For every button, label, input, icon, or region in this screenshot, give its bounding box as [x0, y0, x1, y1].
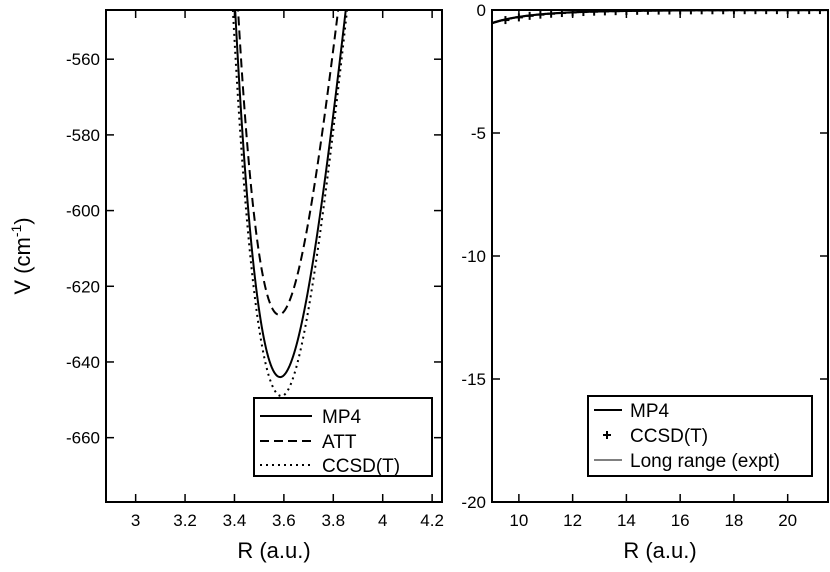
x-tick-label: 10	[509, 511, 528, 530]
y-tick-label: -15	[461, 370, 486, 389]
legend-ccsdt-r-marker	[603, 431, 611, 439]
curve-att	[237, 10, 340, 316]
x-tick-label: 3.8	[321, 511, 345, 530]
right-x-axis-label: R (a.u.)	[623, 538, 696, 563]
legend-mp4-label: MP4	[322, 407, 362, 428]
right-legend: MP4 CCSD(T) Long range (expt)	[587, 395, 813, 477]
x-tick-label: 3.6	[272, 511, 296, 530]
x-tick-label: 20	[778, 511, 797, 530]
right-legend-box	[587, 395, 813, 477]
curve-ccsdt	[231, 10, 349, 398]
ccsdt-marker	[525, 11, 534, 20]
y-tick-label: 0	[477, 1, 486, 20]
x-tick-label: 3.2	[173, 511, 197, 530]
left-legend-box	[253, 397, 433, 477]
curve-mp4	[234, 10, 347, 379]
left-y-axis-label: V (cm-1)	[8, 217, 35, 294]
y-label-close: )	[10, 217, 35, 224]
x-tick-label: 4.2	[420, 511, 444, 530]
ccsdt-marker	[611, 10, 620, 16]
y-label-main: V (cm	[10, 237, 35, 294]
y-tick-label: -10	[461, 247, 486, 266]
left-curves	[231, 10, 349, 398]
y-tick-label: -580	[66, 126, 100, 145]
y-tick-label: -640	[66, 353, 100, 372]
y-tick-label: -620	[66, 277, 100, 296]
x-tick-label: 14	[617, 511, 636, 530]
x-tick-label: 16	[671, 511, 690, 530]
ccsdt-marker	[547, 10, 556, 18]
y-tick-label: -660	[66, 429, 100, 448]
x-tick-label: 12	[563, 511, 582, 530]
x-tick-label: 3	[131, 511, 140, 530]
left-panel: 3 3.2 3.4 3.6 3.8 4 4.2 -660 -640 -620 -600 -580 -56…	[8, 9, 444, 563]
ccsdt-marker	[579, 10, 588, 17]
x-tick-label: 4	[378, 511, 387, 530]
ccsdt-markers	[501, 10, 824, 25]
x-tick-label: 3.4	[223, 511, 247, 530]
right-ticks: 10 12 14 16 18 20 -20 -15 -10 -5 0	[461, 1, 828, 530]
left-x-axis-label: R (a.u.)	[237, 538, 310, 563]
legend-ccsdt-label: CCSD(T)	[322, 456, 400, 477]
y-tick-label: -20	[461, 493, 486, 512]
right-plot-frame	[491, 9, 829, 503]
left-legend: MP4 ATT CCSD(T)	[253, 397, 433, 477]
left-ticks: 3 3.2 3.4 3.6 3.8 4 4.2 -660 -640 -620 -600 -580 -56…	[66, 10, 444, 530]
y-tick-label: -560	[66, 50, 100, 69]
legend-att-label: ATT	[322, 432, 357, 453]
legend-ccsdt-r-label: CCSD(T)	[630, 426, 708, 447]
ccsdt-marker	[536, 10, 545, 19]
right-panel: 10 12 14 16 18 20 -20 -15 -10 -5 0 R (a.u.) MP4 CC…	[461, 1, 829, 563]
right-curves	[492, 10, 828, 25]
ccsdt-marker	[501, 16, 510, 25]
ccsdt-marker	[590, 10, 599, 16]
x-tick-label: 18	[724, 511, 743, 530]
left-plot-frame	[105, 9, 443, 503]
legend-mp4-r-label: MP4	[630, 401, 670, 422]
y-label-sup: -1	[8, 225, 24, 238]
y-tick-label: -5	[471, 124, 486, 143]
legend-longrange-label: Long range (expt)	[630, 451, 780, 472]
ccsdt-marker	[600, 10, 609, 16]
y-tick-label: -600	[66, 202, 100, 221]
